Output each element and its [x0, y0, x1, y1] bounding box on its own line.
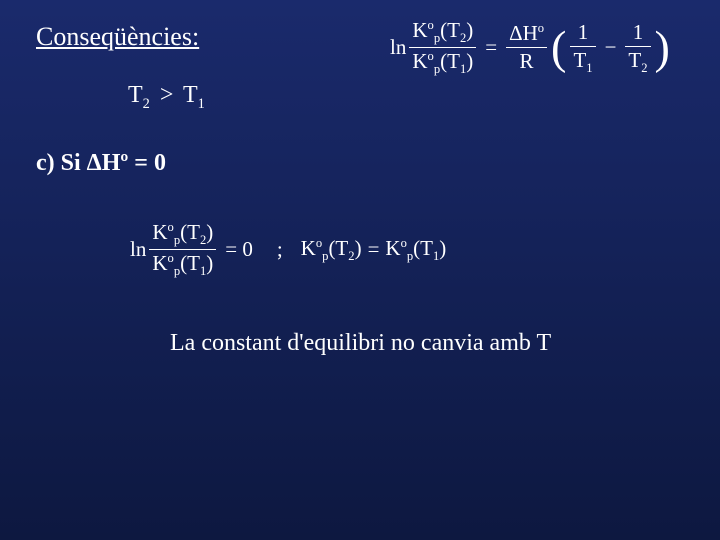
kp-l: K	[301, 236, 316, 260]
gt: >	[160, 82, 174, 108]
t1-close-m: )	[206, 251, 213, 275]
kp-sup-num-m: o	[168, 220, 174, 234]
t1: T	[183, 82, 198, 108]
kp-num-m: K	[152, 220, 167, 244]
vant-hoff-equation: ln Kop(T2) Kop(T1) = ΔHo R ( 1 T1 − 1 T2…	[390, 18, 671, 77]
kp-sup-l: o	[316, 236, 322, 250]
one-over-t1: 1 T1	[570, 20, 595, 76]
kp-den-m: K	[152, 251, 167, 275]
equals-2: =	[368, 237, 380, 262]
case-c-heading: c) Si ΔHº = 0	[36, 150, 166, 177]
kp-sup-den-m: o	[168, 251, 174, 265]
kp-ratio-m: Kop(T2) Kop(T1)	[149, 220, 216, 279]
equals-1: =	[485, 35, 497, 60]
ta-sub: 1	[586, 61, 592, 75]
case-prefix: c) Si	[36, 150, 87, 176]
semicolon: ;	[277, 237, 283, 262]
t1c-r: )	[439, 236, 446, 260]
paren-term: ( 1 T1 − 1 T2 )	[550, 20, 671, 76]
dh-over-r: ΔHo R	[506, 21, 547, 74]
t1-open-m: (T	[180, 251, 200, 275]
t2: T	[128, 82, 143, 108]
kp-sup-num: o	[428, 18, 434, 32]
t1-sub: 1	[198, 96, 205, 112]
ln-m: ln	[130, 237, 146, 262]
dh: ΔH	[509, 21, 538, 45]
kp-sup-den: o	[428, 49, 434, 63]
kp-sup-r: o	[401, 236, 407, 250]
t2-close-m: )	[206, 220, 213, 244]
tb: T	[628, 48, 641, 72]
tb-sub: 2	[641, 61, 647, 75]
case-delta: ΔHº = 0	[87, 150, 166, 176]
minus: −	[605, 35, 617, 60]
kp-ratio: Kop(T2) Kop(T1)	[409, 18, 476, 77]
t1o-r: (T	[413, 236, 433, 260]
temperature-condition: T2 > T1	[128, 82, 205, 113]
r: R	[517, 49, 537, 74]
t2-close: )	[466, 18, 473, 42]
conclusion-text: La constant d'equilibri no canvia amb T	[170, 330, 551, 357]
kp-den: K	[412, 49, 427, 73]
t1-open: (T	[440, 49, 460, 73]
t2c-l: )	[355, 236, 362, 260]
t1-close: )	[466, 49, 473, 73]
t2-open: (T	[440, 18, 460, 42]
result-equation: ln Kop(T2) Kop(T1) = 0 ; Kop(T2) = Kop(T…	[130, 220, 446, 279]
t2o-l: (T	[328, 236, 348, 260]
one-b: 1	[630, 20, 647, 45]
ln: ln	[390, 35, 406, 60]
t2-open-m: (T	[180, 220, 200, 244]
kp-num: K	[412, 18, 427, 42]
one-a: 1	[575, 20, 592, 45]
title: Conseqüències:	[36, 22, 199, 52]
one-over-t2: 1 T2	[625, 20, 650, 76]
dh-sup: o	[538, 21, 544, 35]
t2-sub: 2	[143, 96, 150, 112]
eq-zero: = 0	[225, 237, 253, 262]
kp-r: K	[385, 236, 400, 260]
ta: T	[573, 48, 586, 72]
